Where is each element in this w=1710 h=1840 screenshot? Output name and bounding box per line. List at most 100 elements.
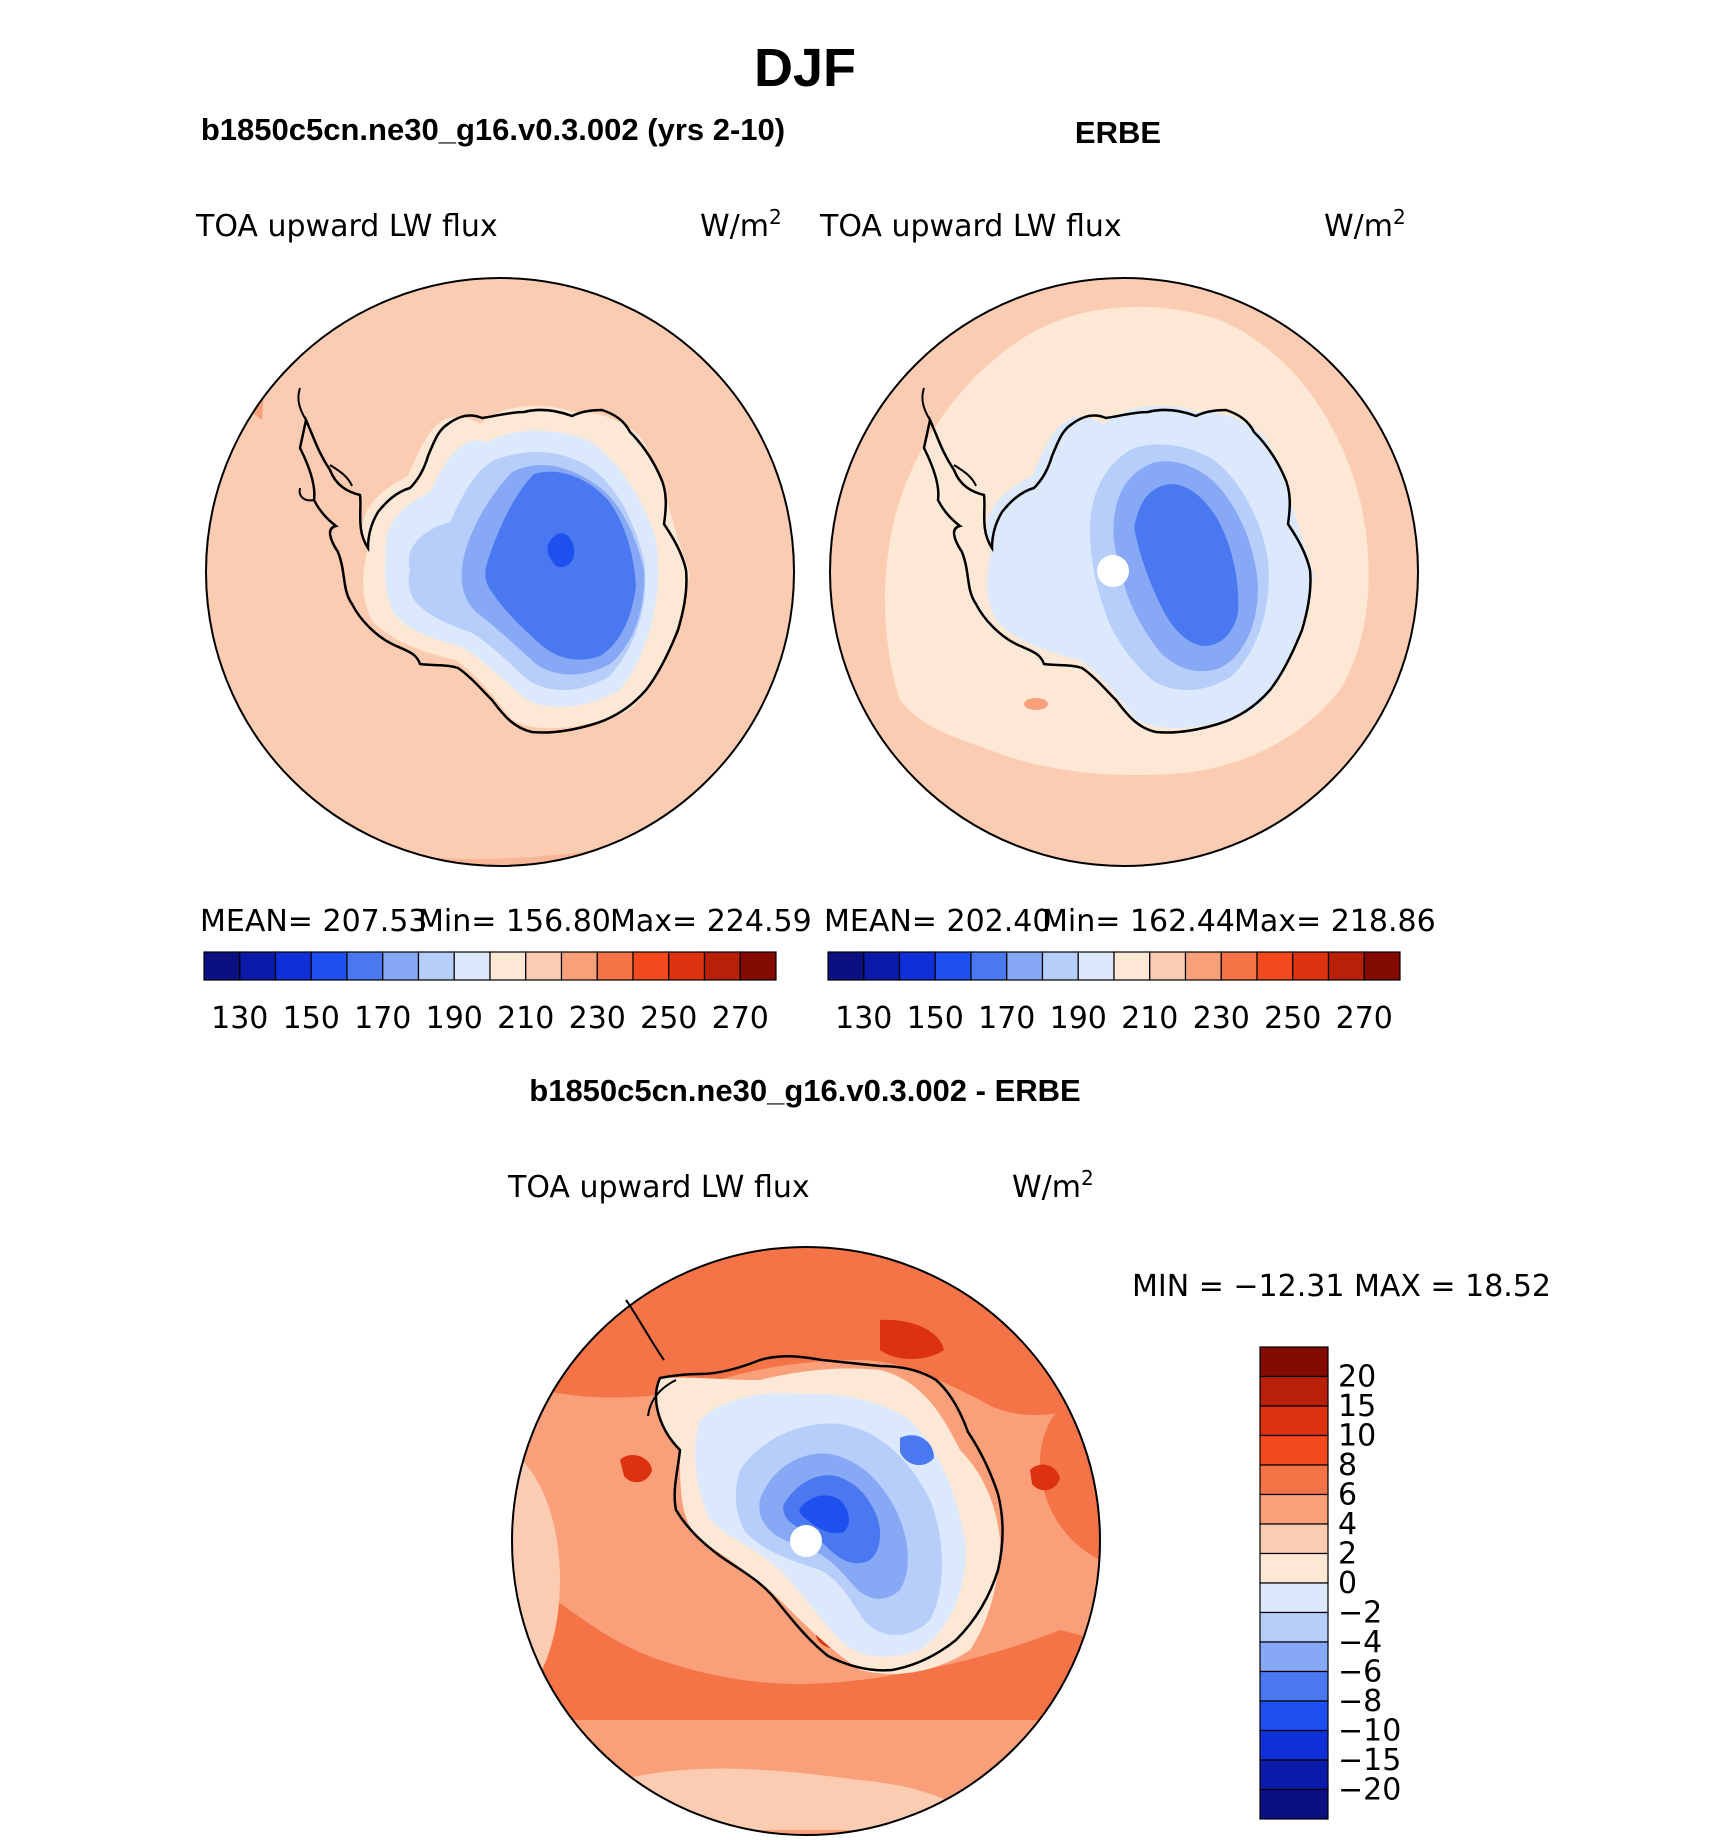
colorbar-1-swatch-14 <box>703 951 741 981</box>
panel-2-max: Max= 218.86 <box>1234 904 1436 939</box>
panel-3-units: W/m2 <box>1012 1166 1094 1205</box>
colorbar-3-swatch-0 <box>1259 1346 1329 1378</box>
map-erbe <box>829 277 1419 867</box>
panel-1-units: W/m2 <box>700 205 782 244</box>
colorbar-3-swatch-3 <box>1259 1434 1329 1466</box>
colorbar-2-swatch-3 <box>934 951 972 981</box>
colorbar-3-swatch-2 <box>1259 1405 1329 1437</box>
colorbar-2-swatch-2 <box>898 951 936 981</box>
panel-2-mean: MEAN= 202.40 <box>824 904 1051 939</box>
panel-1-mean: MEAN= 207.53 <box>200 904 427 939</box>
colorbar-3-tick-7: 0 <box>1338 1566 1357 1601</box>
colorbar-3-swatch-11 <box>1259 1670 1329 1702</box>
map-difference <box>511 1246 1101 1836</box>
panel-2-units: W/m2 <box>1324 205 1406 244</box>
colorbar-3-swatch-1 <box>1259 1375 1329 1407</box>
colorbar-3-tick-9: −4 <box>1338 1625 1382 1660</box>
colorbar-3-tick-2: 10 <box>1338 1419 1376 1454</box>
colorbar-2-swatch-14 <box>1327 951 1365 981</box>
colorbar-2-swatch-11 <box>1220 951 1258 981</box>
colorbar-3-tick-8: −2 <box>1338 1596 1382 1631</box>
panel-1-variable: TOA upward LW flux <box>195 209 498 244</box>
colorbar-3-swatch-15 <box>1259 1788 1329 1820</box>
colorbar-1-tick-0: 130 <box>211 1001 268 1036</box>
colorbar-2-swatch-9 <box>1149 951 1187 981</box>
panel-2-min: Min= 162.44 <box>1042 904 1235 939</box>
panel-1-max: Max= 224.59 <box>610 904 812 939</box>
colorbar-1-swatch-4 <box>346 951 384 981</box>
colorbar-1-swatch-12 <box>632 951 670 981</box>
colorbar-1-swatch-2 <box>274 951 312 981</box>
colorbar-2-tick-1: 150 <box>907 1001 964 1036</box>
colorbar-1-tick-2: 170 <box>354 1001 411 1036</box>
colorbar-1-swatch-9 <box>525 951 563 981</box>
colorbar-3-tick-3: 8 <box>1338 1448 1357 1483</box>
panel-1-min: Min= 156.80 <box>418 904 611 939</box>
colorbar-model: 130 150 170 190 210 230 250 270 <box>203 951 777 1036</box>
colorbar-2-swatch-5 <box>1006 951 1044 981</box>
colorbar-2-swatch-10 <box>1184 951 1222 981</box>
colorbar-3-swatch-13 <box>1259 1729 1329 1761</box>
colorbar-1-tick-4: 210 <box>497 1001 554 1036</box>
colorbar-1-tick-7: 270 <box>712 1001 769 1036</box>
colorbar-1-swatch-10 <box>560 951 598 981</box>
colorbar-1-swatch-7 <box>453 951 491 981</box>
colorbar-3-swatch-10 <box>1259 1641 1329 1673</box>
colorbar-2-swatch-8 <box>1113 951 1151 981</box>
colorbar-2-tick-0: 130 <box>835 1001 892 1036</box>
colorbar-3-tick-0: 20 <box>1338 1360 1376 1395</box>
colorbar-3-tick-14: −20 <box>1338 1773 1401 1808</box>
colorbar-1-swatch-1 <box>239 951 277 981</box>
colorbar-2-tick-5: 230 <box>1193 1001 1250 1036</box>
colorbar-2-swatch-1 <box>863 951 901 981</box>
colorbar-1-swatch-3 <box>310 951 348 981</box>
colorbar-2-swatch-7 <box>1077 951 1115 981</box>
colorbar-erbe: 130 150 170 190 210 230 250 270 <box>827 951 1401 1036</box>
colorbar-2-swatch-13 <box>1292 951 1330 981</box>
panel-3-title: b1850c5cn.ne30_g16.v0.3.002 - ERBE <box>529 1073 1080 1108</box>
colorbar-3-tick-12: −10 <box>1338 1714 1401 1749</box>
colorbar-2-tick-7: 270 <box>1336 1001 1393 1036</box>
colorbar-3-tick-1: 15 <box>1338 1389 1376 1424</box>
map-model <box>205 277 795 867</box>
colorbar-3-swatch-5 <box>1259 1493 1329 1525</box>
colorbar-2-swatch-0 <box>827 951 865 981</box>
colorbar-3-swatch-14 <box>1259 1759 1329 1791</box>
colorbar-1-swatch-13 <box>668 951 706 981</box>
panel-2-title: ERBE <box>1075 115 1161 150</box>
colorbar-3-swatch-7 <box>1259 1552 1329 1584</box>
panel-2-variable: TOA upward LW flux <box>819 209 1122 244</box>
season-title: DJF <box>754 38 856 98</box>
colorbar-1-swatch-0 <box>203 951 241 981</box>
colorbar-1-swatch-6 <box>417 951 455 981</box>
colorbar-1-tick-5: 230 <box>569 1001 626 1036</box>
colorbar-3-tick-5: 4 <box>1338 1507 1357 1542</box>
colorbar-3-tick-13: −15 <box>1338 1743 1401 1778</box>
colorbar-3-swatch-6 <box>1259 1523 1329 1555</box>
colorbar-3-tick-10: −6 <box>1338 1655 1382 1690</box>
panel-1-title: b1850c5cn.ne30_g16.v0.3.002 (yrs 2-10) <box>201 112 785 147</box>
colorbar-3-swatch-12 <box>1259 1700 1329 1732</box>
colorbar-3-swatch-8 <box>1259 1582 1329 1614</box>
colorbar-1-tick-3: 190 <box>426 1001 483 1036</box>
colorbar-3-swatch-9 <box>1259 1611 1329 1643</box>
colorbar-2-swatch-15 <box>1363 951 1401 981</box>
colorbar-2-tick-6: 250 <box>1264 1001 1321 1036</box>
colorbar-1-swatch-11 <box>596 951 634 981</box>
colorbar-2-tick-2: 170 <box>978 1001 1035 1036</box>
colorbar-2-tick-4: 210 <box>1121 1001 1178 1036</box>
colorbar-3-tick-4: 6 <box>1338 1478 1357 1513</box>
colorbar-2-tick-3: 190 <box>1050 1001 1107 1036</box>
colorbar-1-tick-6: 250 <box>640 1001 697 1036</box>
colorbar-1-tick-1: 150 <box>283 1001 340 1036</box>
colorbar-3-tick-6: 2 <box>1338 1537 1357 1572</box>
panel-3-variable: TOA upward LW flux <box>507 1170 810 1205</box>
colorbar-2-swatch-12 <box>1256 951 1294 981</box>
colorbar-2-swatch-6 <box>1041 951 1079 981</box>
colorbar-1-swatch-15 <box>739 951 777 981</box>
panel-3-minmax: MIN = −12.31 MAX = 18.52 <box>1132 1269 1551 1304</box>
colorbar-2-swatch-4 <box>970 951 1008 981</box>
colorbar-3-swatch-4 <box>1259 1464 1329 1496</box>
